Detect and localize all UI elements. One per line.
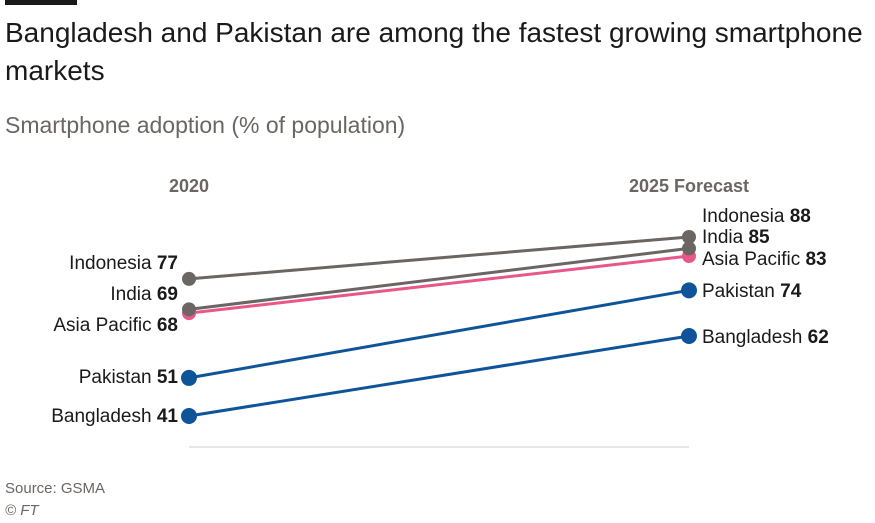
point-indonesia-2020 xyxy=(182,271,196,286)
label-pakistan-2025: Pakistan 74 xyxy=(702,281,802,302)
label-bangladesh-2025: Bangladesh 62 xyxy=(702,327,829,348)
label-asia-pacific-2020: Asia Pacific 68 xyxy=(53,315,178,336)
label-asia-pacific-2025: Asia Pacific 83 xyxy=(702,249,827,270)
point-indonesia-2025 xyxy=(682,230,696,244)
point-bangladesh-2020 xyxy=(181,408,197,424)
column-header-2020: 2020 xyxy=(169,176,209,196)
column-headers: 2020 2025 Forecast xyxy=(169,176,749,196)
chart-title: Bangladesh and Pakistan are among the fa… xyxy=(5,17,863,86)
label-bangladesh-2020: Bangladesh 41 xyxy=(51,406,178,427)
label-india-2020: India 69 xyxy=(110,284,178,305)
point-india-2025 xyxy=(682,241,696,256)
point-india-2020 xyxy=(182,302,196,317)
line-indonesia xyxy=(188,235,690,281)
point-pakistan-2020 xyxy=(181,369,197,386)
chart-subtitle: Smartphone adoption (% of population) xyxy=(5,112,406,138)
series-points xyxy=(181,230,697,424)
column-header-2025: 2025 Forecast xyxy=(629,176,749,196)
source-note: Source: GSMA xyxy=(5,480,106,497)
label-india-2025: India 85 xyxy=(702,227,770,248)
label-indonesia-2025: Indonesia 88 xyxy=(702,206,811,227)
line-bangladesh xyxy=(188,334,690,418)
series-lines xyxy=(188,235,690,418)
credit-note: © FT xyxy=(5,502,39,519)
point-bangladesh-2025 xyxy=(681,328,697,345)
series-labels: Indonesia 77 Indonesia 88 India 69 India 85… xyxy=(51,206,829,427)
label-indonesia-2020: Indonesia 77 xyxy=(69,253,178,274)
label-pakistan-2020: Pakistan 51 xyxy=(79,367,179,388)
line-india xyxy=(188,246,690,311)
line-asia-pacific xyxy=(188,254,690,315)
point-pakistan-2025 xyxy=(681,282,697,299)
top-rule xyxy=(5,0,77,5)
line-pakistan xyxy=(188,288,690,380)
